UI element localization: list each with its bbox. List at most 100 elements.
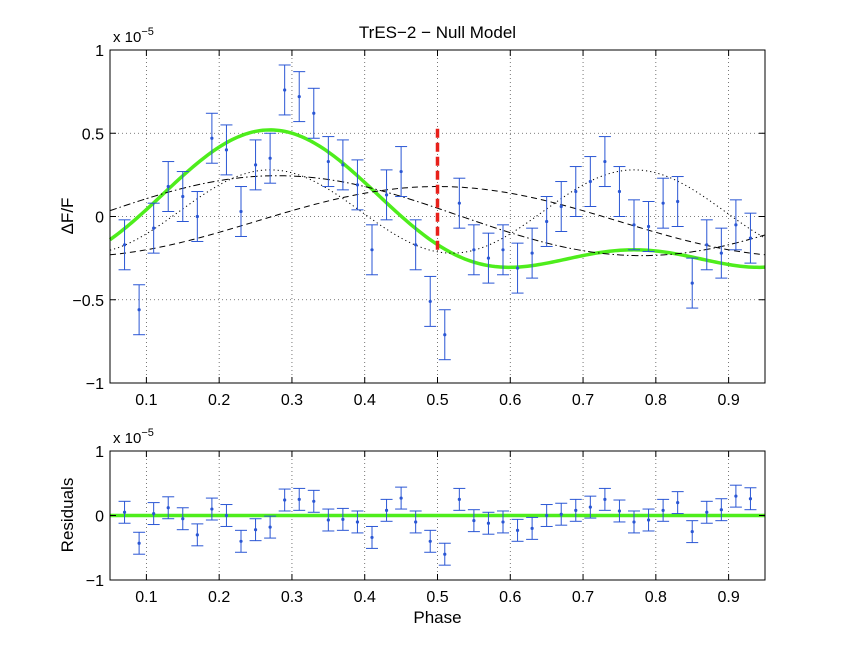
data-marker — [486, 256, 491, 260]
data-marker — [355, 520, 360, 524]
top-data-point — [133, 284, 146, 336]
data-marker — [195, 214, 199, 219]
data-marker — [283, 498, 287, 502]
data-marker — [588, 505, 592, 509]
data-marker — [530, 251, 534, 255]
data-marker — [326, 518, 330, 522]
top-data-point — [336, 139, 349, 191]
top-data-point — [642, 201, 655, 252]
top-data-point — [322, 136, 335, 188]
data-marker — [530, 526, 534, 531]
top-ytick-label: −1 — [86, 376, 104, 393]
data-marker — [719, 251, 723, 255]
top-data-point — [453, 177, 466, 229]
data-marker — [253, 528, 258, 532]
top-data-point — [569, 166, 582, 217]
data-marker — [617, 509, 622, 513]
top-data-point — [497, 224, 509, 276]
top-data-point — [598, 136, 611, 188]
top-data-point — [147, 202, 160, 254]
top-data-point — [424, 275, 437, 327]
top-data-point — [540, 196, 553, 247]
top-exponent: x 10−5 — [113, 26, 154, 46]
bottom-xtick-label: 0.1 — [135, 589, 157, 606]
top-xtick-label: 0.1 — [135, 392, 157, 409]
data-marker — [224, 148, 229, 152]
data-marker — [574, 189, 578, 194]
data-marker — [603, 159, 607, 164]
bottom-xtick-label: 0.5 — [426, 589, 448, 606]
top-ylabel: ΔF/F — [58, 198, 77, 235]
data-marker — [676, 501, 680, 505]
data-marker — [748, 497, 753, 501]
top-data-point — [657, 177, 670, 229]
top-data-point — [118, 219, 131, 271]
bottom-xtick-label: 0.4 — [354, 589, 376, 606]
top-data-point — [176, 171, 189, 222]
data-marker — [341, 517, 345, 521]
data-marker — [559, 204, 563, 209]
bottom-xtick-label: 0.8 — [645, 589, 667, 606]
top-ytick-label: 0 — [95, 210, 104, 227]
data-marker — [152, 226, 156, 230]
bottom-data-point — [686, 520, 699, 544]
data-marker — [326, 159, 330, 164]
bottom-data-point — [366, 525, 378, 549]
top-xtick-label: 0.6 — [499, 392, 521, 409]
bottom-data-point — [162, 496, 175, 520]
data-marker — [574, 508, 578, 512]
data-marker — [515, 528, 520, 532]
top-data-point — [526, 227, 539, 279]
top-data-point — [511, 242, 524, 294]
bottom-data-point — [176, 507, 189, 531]
top-data-point — [395, 146, 408, 198]
bottom-data-point — [700, 500, 713, 524]
top-data-point — [191, 191, 204, 242]
data-marker — [253, 163, 258, 167]
bottom-data-point — [628, 510, 640, 534]
top-xtick-label: 0.5 — [426, 392, 448, 409]
data-marker — [705, 243, 709, 247]
data-marker — [239, 539, 243, 543]
top-data-point — [686, 257, 699, 309]
bottom-data-point — [133, 531, 146, 555]
data-marker — [588, 179, 592, 184]
data-marker — [166, 184, 170, 189]
bottom-data-point — [205, 497, 218, 521]
data-marker — [181, 517, 185, 521]
top-data-point — [249, 139, 262, 191]
data-marker — [122, 243, 127, 247]
data-marker — [443, 552, 447, 556]
data-marker — [661, 508, 665, 512]
bottom-data-point — [351, 510, 364, 534]
top-data-point — [613, 166, 626, 217]
data-marker — [676, 199, 680, 204]
bottom-data-point — [526, 516, 539, 540]
bottom-data-point — [395, 486, 408, 510]
bottom-data-point — [380, 498, 393, 522]
bottom-ytick-label: 1 — [95, 444, 104, 461]
bottom-data-point — [278, 488, 291, 512]
data-marker — [457, 201, 461, 205]
bottom-data-point — [264, 515, 277, 539]
top-data-point — [264, 132, 277, 184]
bottom-xtick-label: 0.9 — [717, 589, 739, 606]
data-marker — [137, 541, 141, 545]
data-marker — [457, 497, 461, 501]
bottom-data-point — [249, 518, 262, 542]
data-marker — [632, 223, 636, 227]
data-marker — [370, 248, 374, 252]
bottom-data-point — [482, 511, 495, 535]
top-data-point — [162, 161, 175, 213]
bottom-data-point — [307, 489, 320, 513]
bottom-xlabel: Phase — [413, 608, 461, 627]
bottom-data-point — [118, 500, 131, 524]
data-marker — [122, 510, 127, 514]
bottom-exponent-power: −5 — [141, 427, 154, 439]
top-data-point — [351, 159, 364, 211]
data-marker — [719, 508, 723, 512]
bottom-data-point — [497, 510, 509, 534]
data-marker — [137, 308, 141, 312]
top-data-point — [235, 186, 247, 237]
bottom-xtick-label: 0.3 — [281, 589, 303, 606]
